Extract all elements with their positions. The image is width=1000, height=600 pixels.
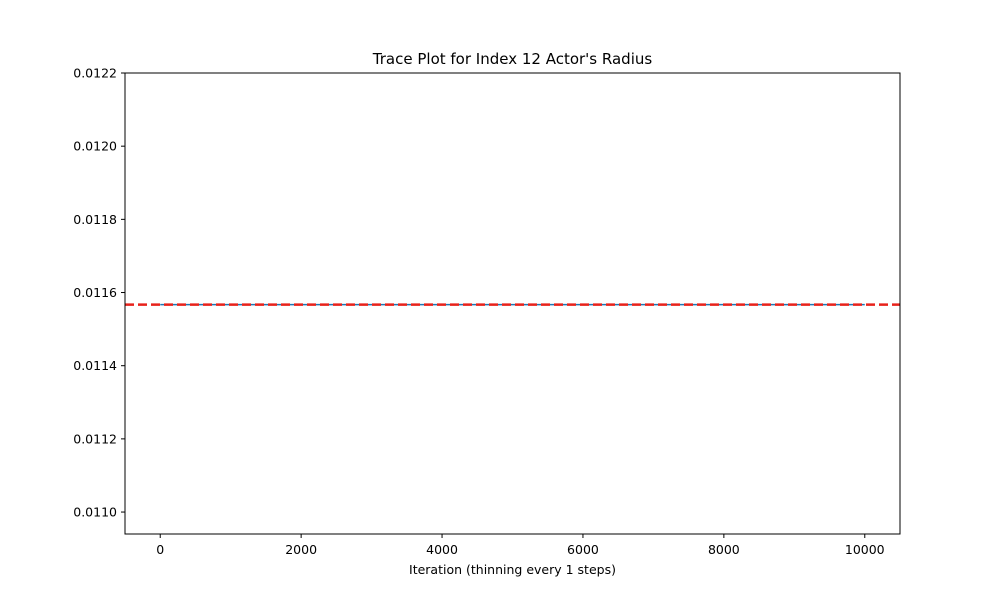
x-tick-label: 10000 <box>845 542 885 557</box>
y-tick-label: 0.0120 <box>73 139 117 154</box>
x-axis-title: Iteration (thinning every 1 steps) <box>409 562 616 577</box>
y-tick-label: 0.0112 <box>73 431 117 446</box>
y-axis-ticks: 0.0110 0.0112 0.0114 0.0116 0.0118 0.0120 0.01… <box>73 66 125 520</box>
x-tick-label: 8000 <box>708 542 740 557</box>
x-tick-label: 0 <box>156 542 164 557</box>
x-tick-label: 6000 <box>567 542 599 557</box>
x-tick-label: 2000 <box>285 542 317 557</box>
plot-frame <box>124 72 901 535</box>
y-tick-label: 0.0122 <box>73 66 117 81</box>
y-tick-label: 0.0116 <box>73 285 117 300</box>
y-tick-label: 0.0118 <box>73 212 117 227</box>
y-tick-label: 0.0114 <box>73 358 117 373</box>
x-axis-ticks: 0 2000 4000 6000 8000 10000 <box>156 534 885 557</box>
chart-title: Trace Plot for Index 12 Actor's Radius <box>372 50 653 68</box>
y-tick-label: 0.0110 <box>73 505 117 520</box>
x-tick-label: 4000 <box>426 542 458 557</box>
